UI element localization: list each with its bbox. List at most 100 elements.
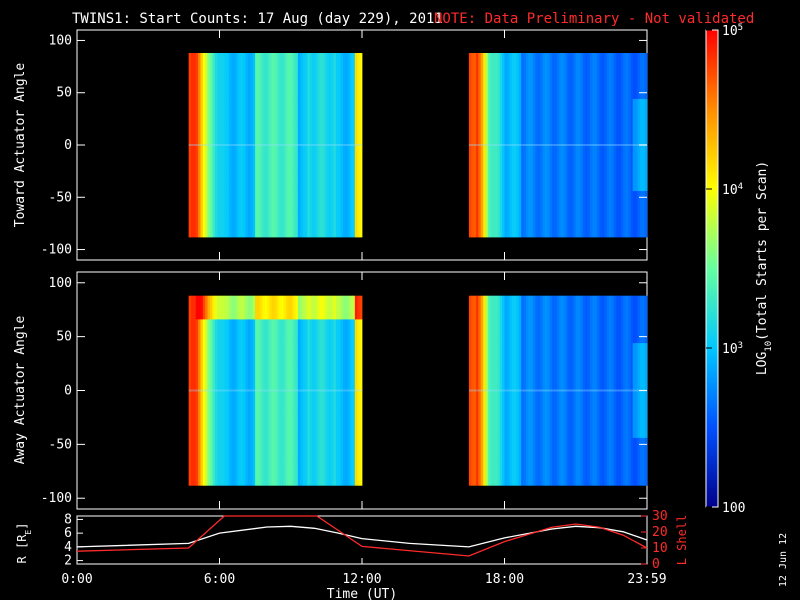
heatmap-cell <box>202 168 206 192</box>
heatmap-cell <box>637 214 641 238</box>
heatmap-cell <box>288 343 292 368</box>
heatmap-cell <box>252 214 256 238</box>
heatmap-cell <box>544 319 548 344</box>
heatmap-cell <box>269 319 273 344</box>
heatmap-cell <box>618 343 622 368</box>
heatmap-cell <box>207 343 211 368</box>
heatmap-cell <box>286 343 289 368</box>
heatmap-cell <box>343 145 346 169</box>
heatmap-cell <box>478 145 482 169</box>
heatmap-cell <box>623 461 627 486</box>
heatmap-cell <box>193 437 197 462</box>
heatmap-cell <box>487 214 491 238</box>
heatmap-cell <box>321 343 325 368</box>
heatmap-cell <box>549 145 553 169</box>
heatmap-cell <box>352 390 356 415</box>
heatmap-cell <box>248 319 251 344</box>
heatmap-cell <box>324 343 327 368</box>
heatmap-cell <box>314 319 318 344</box>
heatmap-cell <box>307 122 311 146</box>
heatmap-cell <box>274 390 277 415</box>
heatmap-cell <box>297 366 301 391</box>
heatmap-cell <box>495 319 498 344</box>
heatmap-cell <box>276 122 280 146</box>
heatmap-cell <box>516 461 520 486</box>
heatmap-cell <box>340 461 344 486</box>
heatmap-cell <box>540 295 543 320</box>
heatmap-cell <box>468 343 472 368</box>
heatmap-cell <box>302 319 306 344</box>
heatmap-cell <box>262 53 266 77</box>
heatmap-cell <box>312 214 315 238</box>
heatmap-cell <box>594 76 598 100</box>
heatmap-cell <box>312 99 315 123</box>
heatmap-cell <box>271 343 275 368</box>
heatmap-cell <box>319 99 323 123</box>
heatmap-cell <box>354 295 358 320</box>
heatmap-cell <box>269 99 273 123</box>
heatmap-cell <box>231 414 235 439</box>
heatmap-cell <box>590 461 593 486</box>
heatmap-cell <box>328 145 332 169</box>
heatmap-cell <box>290 214 294 238</box>
heatmap-cell <box>276 191 280 215</box>
heatmap-cell <box>502 168 505 192</box>
heatmap-cell <box>623 99 627 123</box>
heatmap-cell <box>580 122 584 146</box>
heatmap-cell <box>549 122 553 146</box>
heatmap-cell <box>623 437 627 462</box>
heatmap-cell <box>319 343 323 368</box>
heatmap-cell <box>290 168 294 192</box>
heatmap-cell <box>210 122 213 146</box>
heatmap-cell <box>516 414 520 439</box>
heatmap-cell <box>205 461 209 486</box>
heatmap-cell <box>544 214 548 238</box>
heatmap-cell <box>269 76 273 100</box>
heatmap-cell <box>314 414 318 439</box>
heatmap-cell <box>537 122 541 146</box>
heatmap-cell <box>233 319 237 344</box>
heatmap-cell <box>214 214 218 238</box>
heatmap-cell <box>530 99 534 123</box>
heatmap-cell <box>271 319 275 344</box>
heatmap-cell <box>331 191 334 215</box>
heatmap-cell <box>255 414 258 439</box>
heatmap-cell <box>283 53 287 77</box>
heatmap-cell <box>594 319 598 344</box>
heatmap-cell <box>295 76 299 100</box>
heatmap-cell <box>245 191 249 215</box>
heatmap-cell <box>609 145 612 169</box>
heatmap-cell <box>219 461 223 486</box>
heatmap-cell <box>324 390 327 415</box>
heatmap-cell <box>542 319 546 344</box>
heatmap-cell <box>601 76 605 100</box>
heatmap-cell <box>212 99 216 123</box>
heatmap-cell <box>300 191 304 215</box>
heatmap-cell <box>616 414 619 439</box>
heatmap-cell <box>592 319 596 344</box>
heatmap-cell <box>630 390 634 415</box>
heatmap-cell <box>264 414 268 439</box>
heatmap-cell <box>483 461 486 486</box>
heatmap-cell <box>590 214 593 238</box>
heatmap-cell <box>580 214 584 238</box>
heatmap-cell <box>487 122 491 146</box>
heatmap-cell <box>635 214 638 238</box>
heatmap-cell <box>604 414 608 439</box>
heatmap-cell <box>606 122 610 146</box>
heatmap-cell <box>613 76 617 100</box>
heatmap-cell <box>347 295 351 320</box>
heatmap-cell <box>195 414 199 439</box>
heatmap-cell <box>238 122 242 146</box>
heatmap-cell <box>221 145 225 169</box>
heatmap-cell <box>490 122 494 146</box>
heatmap-cell <box>604 145 608 169</box>
heatmap-cell <box>224 191 228 215</box>
heatmap-cell <box>259 76 263 100</box>
heatmap-cell <box>632 319 636 344</box>
heatmap-cell <box>202 295 206 320</box>
x-tick-label: 0:00 <box>61 572 92 587</box>
heatmap-cell <box>530 461 534 486</box>
heatmap-cell <box>233 122 237 146</box>
